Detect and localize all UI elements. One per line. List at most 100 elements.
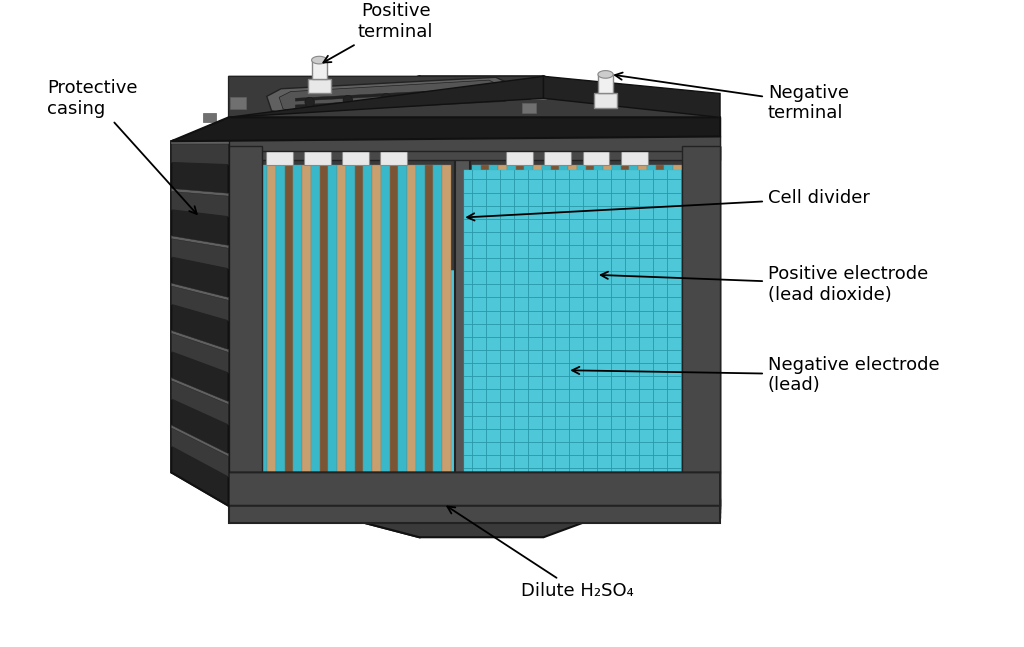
Polygon shape bbox=[655, 165, 665, 504]
Polygon shape bbox=[506, 144, 534, 165]
Polygon shape bbox=[381, 165, 390, 504]
Polygon shape bbox=[171, 378, 420, 439]
Polygon shape bbox=[549, 117, 566, 144]
Polygon shape bbox=[598, 71, 613, 78]
Polygon shape bbox=[472, 165, 480, 504]
Polygon shape bbox=[248, 151, 720, 506]
Polygon shape bbox=[545, 144, 571, 165]
Polygon shape bbox=[342, 144, 369, 165]
Polygon shape bbox=[228, 117, 720, 151]
Polygon shape bbox=[171, 331, 420, 373]
Polygon shape bbox=[171, 76, 420, 537]
Polygon shape bbox=[682, 146, 720, 509]
Polygon shape bbox=[171, 274, 420, 307]
Polygon shape bbox=[171, 472, 720, 506]
Polygon shape bbox=[544, 76, 720, 472]
Polygon shape bbox=[586, 165, 594, 504]
Polygon shape bbox=[171, 188, 228, 217]
Polygon shape bbox=[171, 141, 228, 144]
Polygon shape bbox=[171, 331, 228, 373]
Polygon shape bbox=[398, 165, 408, 504]
Polygon shape bbox=[233, 499, 720, 518]
Polygon shape bbox=[588, 117, 604, 144]
Polygon shape bbox=[228, 76, 720, 117]
Polygon shape bbox=[171, 425, 420, 476]
Polygon shape bbox=[241, 165, 250, 504]
Polygon shape bbox=[583, 144, 609, 165]
Polygon shape bbox=[464, 270, 716, 509]
Polygon shape bbox=[621, 165, 630, 504]
Polygon shape bbox=[171, 208, 420, 239]
Polygon shape bbox=[402, 115, 407, 144]
Polygon shape bbox=[425, 165, 433, 504]
Polygon shape bbox=[266, 144, 293, 165]
Polygon shape bbox=[551, 165, 559, 504]
Polygon shape bbox=[294, 165, 302, 504]
Polygon shape bbox=[433, 165, 442, 504]
Polygon shape bbox=[288, 115, 292, 144]
Polygon shape bbox=[302, 165, 311, 504]
Polygon shape bbox=[647, 165, 655, 504]
Polygon shape bbox=[553, 100, 562, 117]
Polygon shape bbox=[559, 165, 568, 504]
Polygon shape bbox=[528, 115, 532, 144]
Polygon shape bbox=[687, 170, 716, 504]
Polygon shape bbox=[515, 100, 524, 117]
Polygon shape bbox=[171, 142, 420, 192]
Polygon shape bbox=[480, 165, 489, 504]
Polygon shape bbox=[171, 76, 420, 145]
Polygon shape bbox=[638, 165, 647, 504]
Polygon shape bbox=[308, 117, 326, 144]
Polygon shape bbox=[171, 283, 228, 300]
Polygon shape bbox=[295, 88, 490, 101]
Polygon shape bbox=[524, 165, 534, 504]
Polygon shape bbox=[577, 165, 586, 504]
Polygon shape bbox=[171, 117, 228, 141]
Polygon shape bbox=[365, 115, 368, 144]
Polygon shape bbox=[389, 100, 398, 117]
Polygon shape bbox=[171, 117, 720, 141]
Polygon shape bbox=[621, 144, 647, 165]
Polygon shape bbox=[665, 165, 673, 504]
Text: Negative
terminal: Negative terminal bbox=[615, 72, 849, 122]
Polygon shape bbox=[203, 113, 216, 122]
Circle shape bbox=[420, 92, 429, 101]
Polygon shape bbox=[274, 100, 284, 117]
Polygon shape bbox=[228, 146, 262, 514]
Polygon shape bbox=[455, 146, 470, 514]
Polygon shape bbox=[171, 378, 228, 404]
Polygon shape bbox=[311, 60, 327, 79]
Polygon shape bbox=[594, 94, 617, 108]
Polygon shape bbox=[372, 165, 381, 504]
Polygon shape bbox=[171, 236, 228, 269]
Polygon shape bbox=[236, 270, 458, 509]
Polygon shape bbox=[591, 100, 601, 117]
Polygon shape bbox=[171, 331, 420, 344]
Text: Dilute H₂SO₄: Dilute H₂SO₄ bbox=[447, 507, 633, 600]
Polygon shape bbox=[354, 165, 364, 504]
Polygon shape bbox=[295, 94, 490, 108]
Circle shape bbox=[381, 94, 391, 103]
Text: Positive
terminal: Positive terminal bbox=[324, 2, 433, 63]
Polygon shape bbox=[171, 274, 420, 287]
Polygon shape bbox=[442, 165, 451, 504]
Text: Protective
casing: Protective casing bbox=[47, 79, 197, 214]
Polygon shape bbox=[250, 165, 258, 504]
Polygon shape bbox=[511, 117, 528, 144]
Polygon shape bbox=[364, 165, 372, 504]
Polygon shape bbox=[626, 117, 643, 144]
Polygon shape bbox=[604, 115, 608, 144]
Polygon shape bbox=[171, 208, 420, 259]
Polygon shape bbox=[416, 165, 425, 504]
Polygon shape bbox=[489, 165, 498, 504]
Polygon shape bbox=[230, 97, 246, 109]
Polygon shape bbox=[408, 165, 416, 504]
Polygon shape bbox=[171, 188, 228, 196]
Polygon shape bbox=[643, 115, 646, 144]
Polygon shape bbox=[522, 103, 536, 113]
Polygon shape bbox=[594, 165, 603, 504]
Polygon shape bbox=[258, 165, 267, 504]
Polygon shape bbox=[171, 425, 228, 457]
Polygon shape bbox=[267, 165, 275, 504]
Polygon shape bbox=[542, 165, 551, 504]
